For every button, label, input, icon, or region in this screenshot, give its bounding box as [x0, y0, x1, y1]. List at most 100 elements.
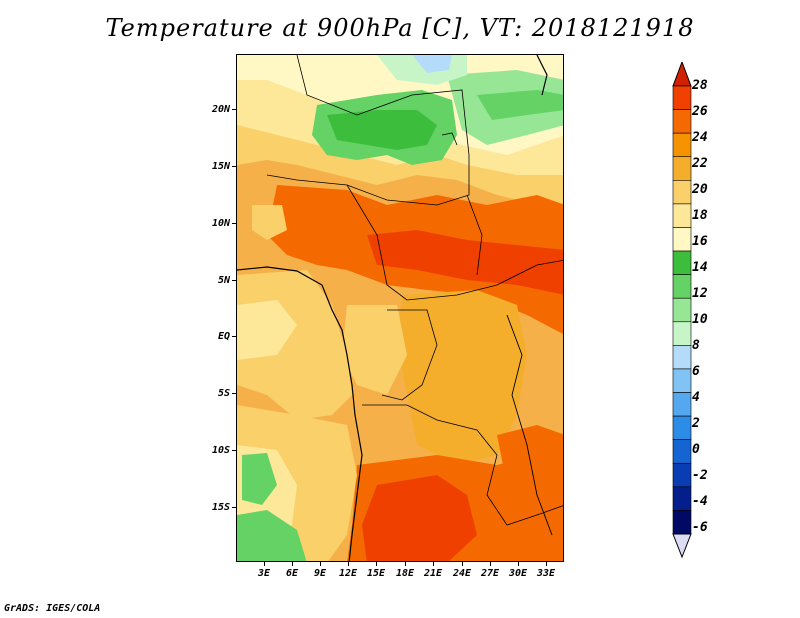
temperature-map	[236, 54, 564, 562]
border-congo	[381, 309, 438, 401]
y-tick	[232, 223, 236, 224]
field-congo	[397, 290, 527, 465]
colorbar-swatch	[672, 392, 692, 417]
border-north	[266, 55, 470, 206]
y-label-15n: 15N	[211, 161, 230, 172]
field-atlantic-green	[242, 453, 277, 505]
colorbar-swatch	[672, 415, 692, 440]
x-label-24e: 24E	[452, 568, 472, 579]
y-label-5n: 5N	[217, 275, 230, 286]
coastline	[237, 266, 363, 561]
lake-chad	[441, 132, 458, 146]
x-label-9e: 9E	[313, 568, 327, 579]
field-west-light	[252, 205, 287, 240]
plot-title: Temperature at 900hPa [C], VT: 201812191…	[105, 14, 695, 42]
colorbar-label-12: 12	[692, 286, 708, 301]
x-label-6e: 6E	[285, 568, 299, 579]
x-label-30e: 30E	[508, 568, 528, 579]
border-south	[362, 404, 563, 526]
x-label-21e: 21E	[423, 568, 443, 579]
x-label-27e: 27E	[480, 568, 500, 579]
colorbar-svg	[672, 62, 692, 558]
colorbar-label-6: 6	[692, 364, 700, 379]
colorbar-swatch	[672, 274, 692, 299]
colorbar-label-8: 8	[692, 338, 700, 353]
x-tick	[518, 562, 519, 566]
field-se-hot	[497, 425, 563, 495]
colorbar-label-minus2: -2	[692, 468, 708, 483]
y-tick	[232, 166, 236, 167]
colorbar-swatch	[672, 250, 692, 275]
y-label-20n: 20N	[211, 104, 230, 115]
x-tick	[546, 562, 547, 566]
colorbar-swatch	[672, 486, 692, 511]
x-label-33e: 33E	[536, 568, 556, 579]
field-ne-green-dark	[477, 90, 563, 120]
x-tick	[376, 562, 377, 566]
temperature-field	[237, 55, 563, 561]
colorbar-label-minus6: -6	[692, 520, 708, 535]
colorbar-label-14: 14	[692, 260, 708, 275]
border-central	[346, 184, 563, 301]
colorbar-swatch	[672, 109, 692, 134]
colorbar-swatch	[672, 132, 692, 158]
colorbar-label-4: 4	[692, 390, 700, 405]
y-label-10s: 10S	[211, 445, 230, 456]
x-tick	[320, 562, 321, 566]
colorbar-label-2: 2	[692, 416, 700, 431]
colorbar-label-28: 28	[692, 78, 708, 93]
x-label-15e: 15E	[366, 568, 386, 579]
field-gabon-light	[342, 305, 407, 395]
x-label-12e: 12E	[338, 568, 358, 579]
y-label-10n: 10N	[211, 218, 230, 229]
colorbar-label-minus4: -4	[692, 494, 708, 509]
colorbar-top-triangle	[672, 62, 692, 87]
colorbar-swatch	[672, 345, 692, 370]
y-tick	[232, 507, 236, 508]
colorbar-label-24: 24	[692, 130, 708, 145]
colorbar-swatch	[672, 462, 692, 488]
colorbar-swatch	[672, 85, 692, 110]
field-south-core	[362, 475, 477, 561]
field-hot-core	[367, 230, 563, 295]
y-tick	[232, 393, 236, 394]
colorbar-swatch	[672, 203, 692, 228]
colorbar-swatch	[672, 439, 692, 464]
colorbar-swatch	[672, 368, 692, 393]
border-rift	[506, 314, 553, 536]
x-tick	[264, 562, 265, 566]
colorbar-label-0: 0	[692, 442, 700, 457]
colorbar-label-20: 20	[692, 182, 708, 197]
grads-credit: GrADS: IGES/COLA	[4, 603, 101, 614]
y-label-eq: EQ	[217, 331, 230, 342]
colorbar-swatch	[672, 321, 692, 346]
field-ocean-lighter	[237, 300, 297, 360]
red-sea-coast	[536, 55, 548, 96]
colorbar-boxes	[672, 85, 692, 535]
x-tick	[462, 562, 463, 566]
x-tick	[405, 562, 406, 566]
x-tick	[292, 562, 293, 566]
y-label-5s: 5S	[217, 388, 230, 399]
x-label-18e: 18E	[395, 568, 415, 579]
y-label-15s: 15S	[211, 502, 230, 513]
field-sahel-green-dark	[327, 110, 437, 150]
x-label-3e: 3E	[257, 568, 271, 579]
y-tick	[232, 450, 236, 451]
colorbar-swatch	[672, 156, 692, 181]
colorbar-label-26: 26	[692, 104, 708, 119]
y-tick	[232, 109, 236, 110]
colorbar-bottom-triangle	[672, 533, 692, 558]
colorbar-label-10: 10	[692, 312, 708, 327]
field-top-blue	[412, 55, 452, 73]
colorbar-label-16: 16	[692, 234, 708, 249]
colorbar-swatch	[672, 510, 692, 535]
border-sudan	[466, 194, 483, 276]
x-tick	[433, 562, 434, 566]
colorbar-swatch	[672, 180, 692, 205]
field-sw-green	[237, 510, 307, 561]
colorbar-label-22: 22	[692, 156, 708, 171]
y-tick	[232, 336, 236, 337]
y-tick	[232, 280, 236, 281]
x-tick	[348, 562, 349, 566]
